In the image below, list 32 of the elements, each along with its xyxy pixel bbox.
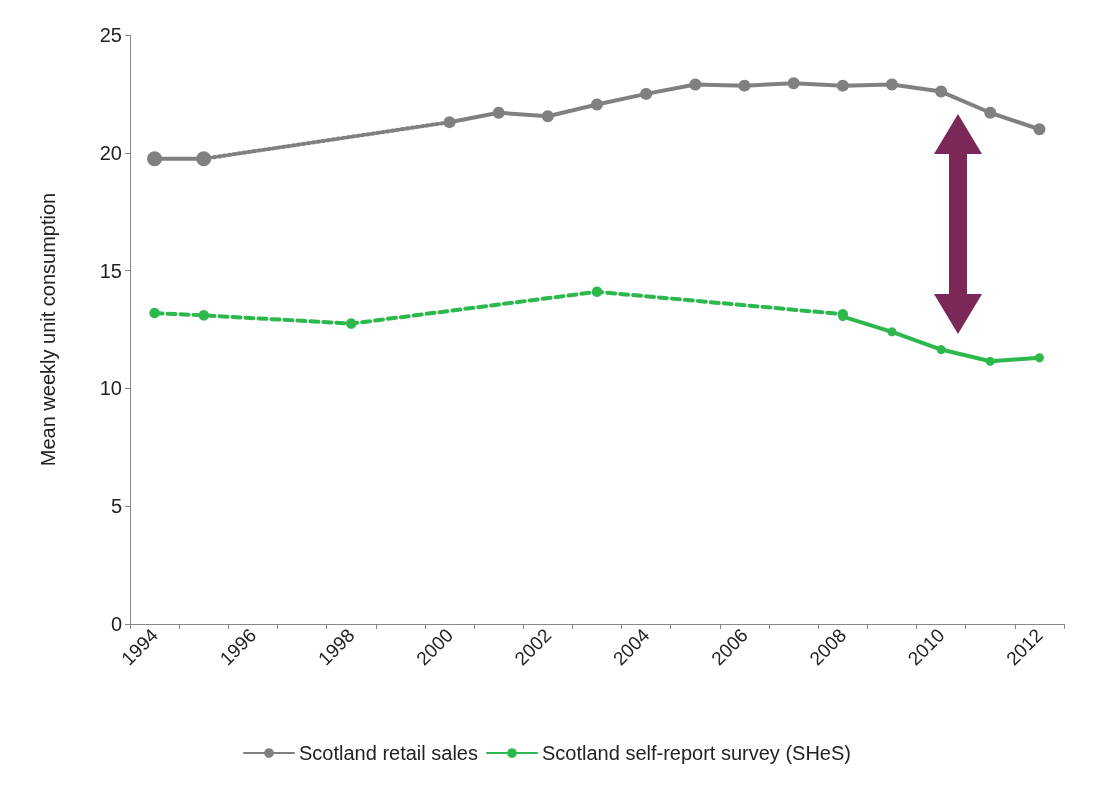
- y-tick-label: 15: [99, 259, 122, 282]
- legend-label: Scotland self-report survey (SHeS): [541, 742, 852, 764]
- point: [787, 77, 800, 90]
- point: [836, 79, 849, 92]
- point: [640, 87, 653, 100]
- point: [689, 78, 702, 91]
- point: [1034, 353, 1044, 363]
- point: [738, 79, 751, 92]
- point: [147, 151, 163, 167]
- point: [1033, 123, 1046, 136]
- point: [935, 85, 948, 98]
- y-tick-label: 10: [99, 377, 122, 400]
- point: [198, 310, 209, 321]
- point: [443, 116, 456, 129]
- point: [541, 110, 554, 123]
- point: [936, 345, 946, 355]
- y-axis-title: Mean weekly unit consumption: [37, 192, 59, 467]
- legend-label: Scotland retail sales: [299, 742, 478, 764]
- point: [985, 356, 995, 366]
- point: [591, 286, 603, 298]
- point: [149, 307, 160, 319]
- y-tick-label: 20: [99, 141, 122, 164]
- point: [196, 151, 212, 167]
- y-tick-label: 0: [110, 613, 122, 635]
- y-tick-label: 25: [99, 24, 122, 46]
- point: [984, 106, 997, 119]
- point: [345, 318, 357, 329]
- point: [885, 78, 898, 91]
- y-tick-label: 5: [110, 495, 122, 518]
- point: [591, 98, 603, 111]
- point: [887, 327, 897, 337]
- point: [492, 106, 505, 119]
